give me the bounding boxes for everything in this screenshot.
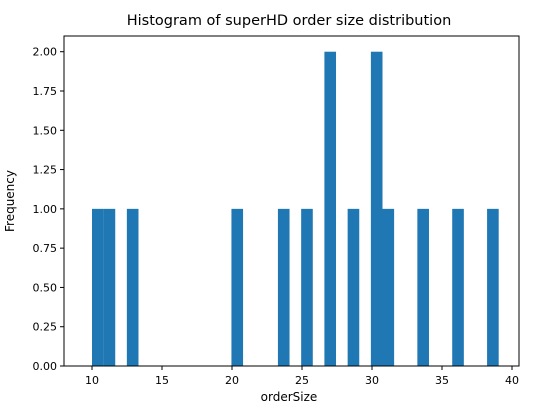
histogram-bar: [382, 208, 395, 366]
histogram-bar: [231, 208, 244, 366]
x-tick-label: 35: [435, 374, 449, 387]
histogram-bar: [452, 208, 464, 366]
histogram-bar: [92, 208, 104, 366]
y-tick-label: 0.75: [33, 242, 58, 255]
plot-area-frame: [63, 35, 520, 367]
bars-group: [92, 51, 499, 366]
y-axis-label: Frequency: [3, 170, 17, 232]
x-tick-label: 30: [365, 374, 379, 387]
histogram-bar: [370, 51, 383, 366]
chart-title: Histogram of superHD order size distribu…: [127, 13, 452, 29]
x-tick-label: 25: [295, 374, 309, 387]
x-tick-label: 40: [505, 374, 519, 387]
histogram-bar: [347, 208, 360, 366]
histogram-bar: [301, 208, 313, 366]
histogram-bar: [487, 208, 499, 366]
y-tick-label: 1.00: [33, 203, 58, 216]
histogram-bar: [103, 208, 116, 366]
y-tick-label: 1.25: [33, 164, 58, 177]
x-tick-label: 15: [155, 374, 169, 387]
y-tick-label: 0.50: [33, 281, 58, 294]
histogram-bar: [277, 208, 290, 366]
x-tick-label: 20: [225, 374, 239, 387]
histogram-bar: [324, 51, 337, 366]
x-tick-label: 10: [85, 374, 99, 387]
y-tick-label: 2.00: [33, 46, 58, 59]
y-tick-label: 1.75: [33, 85, 58, 98]
y-tick-label: 0.00: [33, 360, 58, 373]
axis-ticks-group: 10 15 20 25 30 35 40 0.00 0.25 0.50 0.75 1.00 1.25 1.…: [33, 46, 520, 387]
histogram-bar: [417, 208, 429, 366]
x-axis-label: orderSize: [261, 390, 318, 404]
y-tick-label: 1.50: [33, 124, 58, 137]
histogram-bar: [126, 208, 139, 366]
y-tick-label: 0.25: [33, 321, 58, 334]
